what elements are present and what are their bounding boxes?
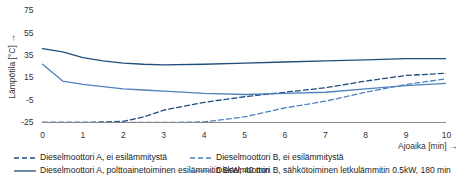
svg-text:15: 15 <box>24 72 34 82</box>
svg-text:4: 4 <box>202 130 207 140</box>
svg-text:5: 5 <box>242 130 247 140</box>
svg-text:-5: -5 <box>26 95 34 105</box>
svg-text:0: 0 <box>40 130 45 140</box>
svg-text:2: 2 <box>121 130 126 140</box>
svg-text:10: 10 <box>442 130 452 140</box>
svg-text:8: 8 <box>363 130 368 140</box>
svg-text:1: 1 <box>81 130 86 140</box>
html-text:Dieselmoottori A, ei esilämmit: Dieselmoottori A, ei esilämmitystä <box>40 152 168 162</box>
html-text:Dieselmoottori B, sähkötoimine: Dieselmoottori B, sähkötoiminen letkuläm… <box>216 165 451 175</box>
svg-text:6: 6 <box>283 130 288 140</box>
svg-text:3: 3 <box>161 130 166 140</box>
svg-text:-25: -25 <box>21 117 34 127</box>
svg-text:Ajoaika [min] →: Ajoaika [min] → <box>398 141 458 151</box>
html-text:Dieselmoottori B, ei esilämmit: Dieselmoottori B, ei esilämmitystä <box>216 152 344 162</box>
svg-text:75: 75 <box>24 5 34 15</box>
html-text:Dieselmoottori A, polttoaineto: Dieselmoottori A, polttoainetoiminen esi… <box>40 165 270 175</box>
svg-text:9: 9 <box>404 130 409 140</box>
svg-text:35: 35 <box>24 50 34 60</box>
svg-text:Lämpötila [°C] →: Lämpötila [°C] → <box>7 34 17 98</box>
svg-text:55: 55 <box>24 28 34 38</box>
svg-text:7: 7 <box>323 130 328 140</box>
